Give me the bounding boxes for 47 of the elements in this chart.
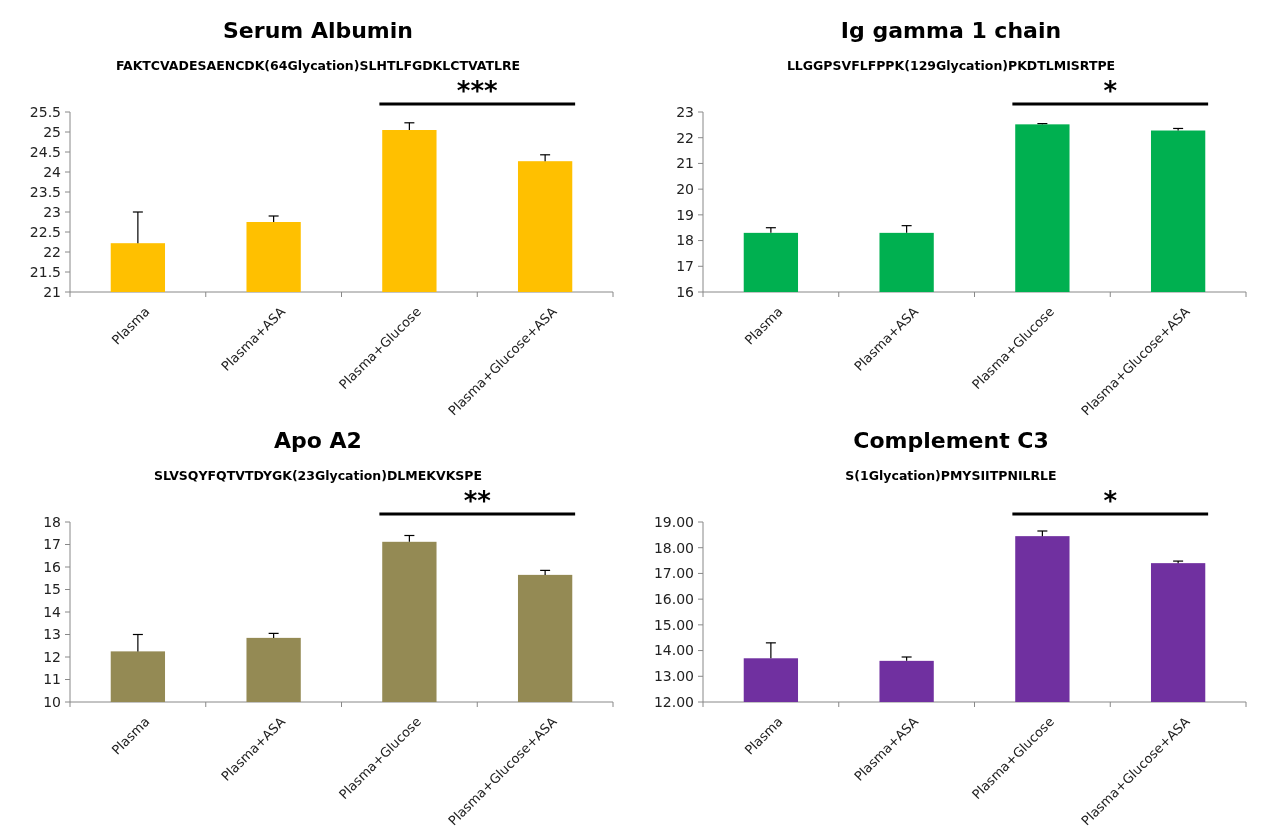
y-tick-label: 23 (43, 203, 61, 220)
y-tick-label: 20 (676, 181, 694, 198)
y-tick-label: 18 (43, 513, 61, 530)
chart-subtitle: LLGGPSVFLFPPK(129Glycation)PKDTLMISRTPE (786, 58, 1116, 73)
chart-title: Serum Albumin (223, 18, 413, 43)
y-tick-label: 16 (676, 283, 695, 300)
y-tick-label: 21.5 (29, 263, 61, 280)
y-tick-label: 11 (43, 671, 61, 688)
y-tick-label: 18.00 (653, 539, 694, 556)
y-tick-label: 16.00 (653, 591, 694, 608)
y-tick-label: 12.00 (653, 693, 694, 710)
y-tick-label: 14 (43, 603, 62, 620)
text: ** (463, 486, 492, 516)
text: * (1103, 486, 1118, 516)
y-tick-label: 22 (43, 243, 61, 260)
y-tick-label: 21 (676, 155, 694, 172)
y-tick-label: 13.00 (653, 668, 694, 685)
y-tick-label: 25.5 (29, 103, 61, 120)
y-tick-label: 17.00 (653, 565, 694, 582)
y-tick-label: 16 (43, 558, 62, 575)
y-tick-label: 25 (43, 123, 61, 140)
y-tick-label: 22.5 (29, 223, 61, 240)
y-tick-label: 23.5 (29, 183, 61, 200)
y-tick-label: 13 (43, 626, 61, 643)
chart-subtitle: SLVSQYFQTVTDYGK(23Glycation)DLMEKVKSPE (153, 468, 483, 483)
y-tick-label: 10 (43, 693, 61, 710)
chart-subtitle: FAKTCVADESAENCDK(64Glycation)SLHTLFGDKLCTVATLRE (115, 58, 521, 73)
y-tick-label: 12 (43, 648, 61, 665)
y-tick-label: 24 (43, 163, 62, 180)
y-tick-label: 15.00 (653, 616, 694, 633)
chart-title: Apo A2 (274, 428, 362, 453)
y-tick-label: 19 (676, 206, 694, 223)
chart-title: Complement C3 (853, 428, 1049, 453)
y-tick-label: 24.5 (29, 143, 61, 160)
y-tick-label: 14.00 (653, 642, 694, 659)
y-tick-label: 21 (43, 283, 61, 300)
text: * (1103, 76, 1118, 106)
y-tick-label: 22 (676, 129, 694, 146)
chart-title: Ig gamma 1 chain (840, 18, 1062, 43)
y-tick-label: 17 (676, 258, 694, 275)
text: *** (456, 76, 499, 106)
y-tick-label: 19.00 (653, 513, 694, 530)
y-tick-label: 17 (43, 536, 61, 553)
chart-subtitle: S(1Glycation)PMYSIITPNILRLE (845, 468, 1057, 483)
y-tick-label: 23 (676, 103, 694, 120)
y-tick-label: 18 (676, 232, 694, 249)
y-tick-label: 15 (43, 581, 61, 598)
